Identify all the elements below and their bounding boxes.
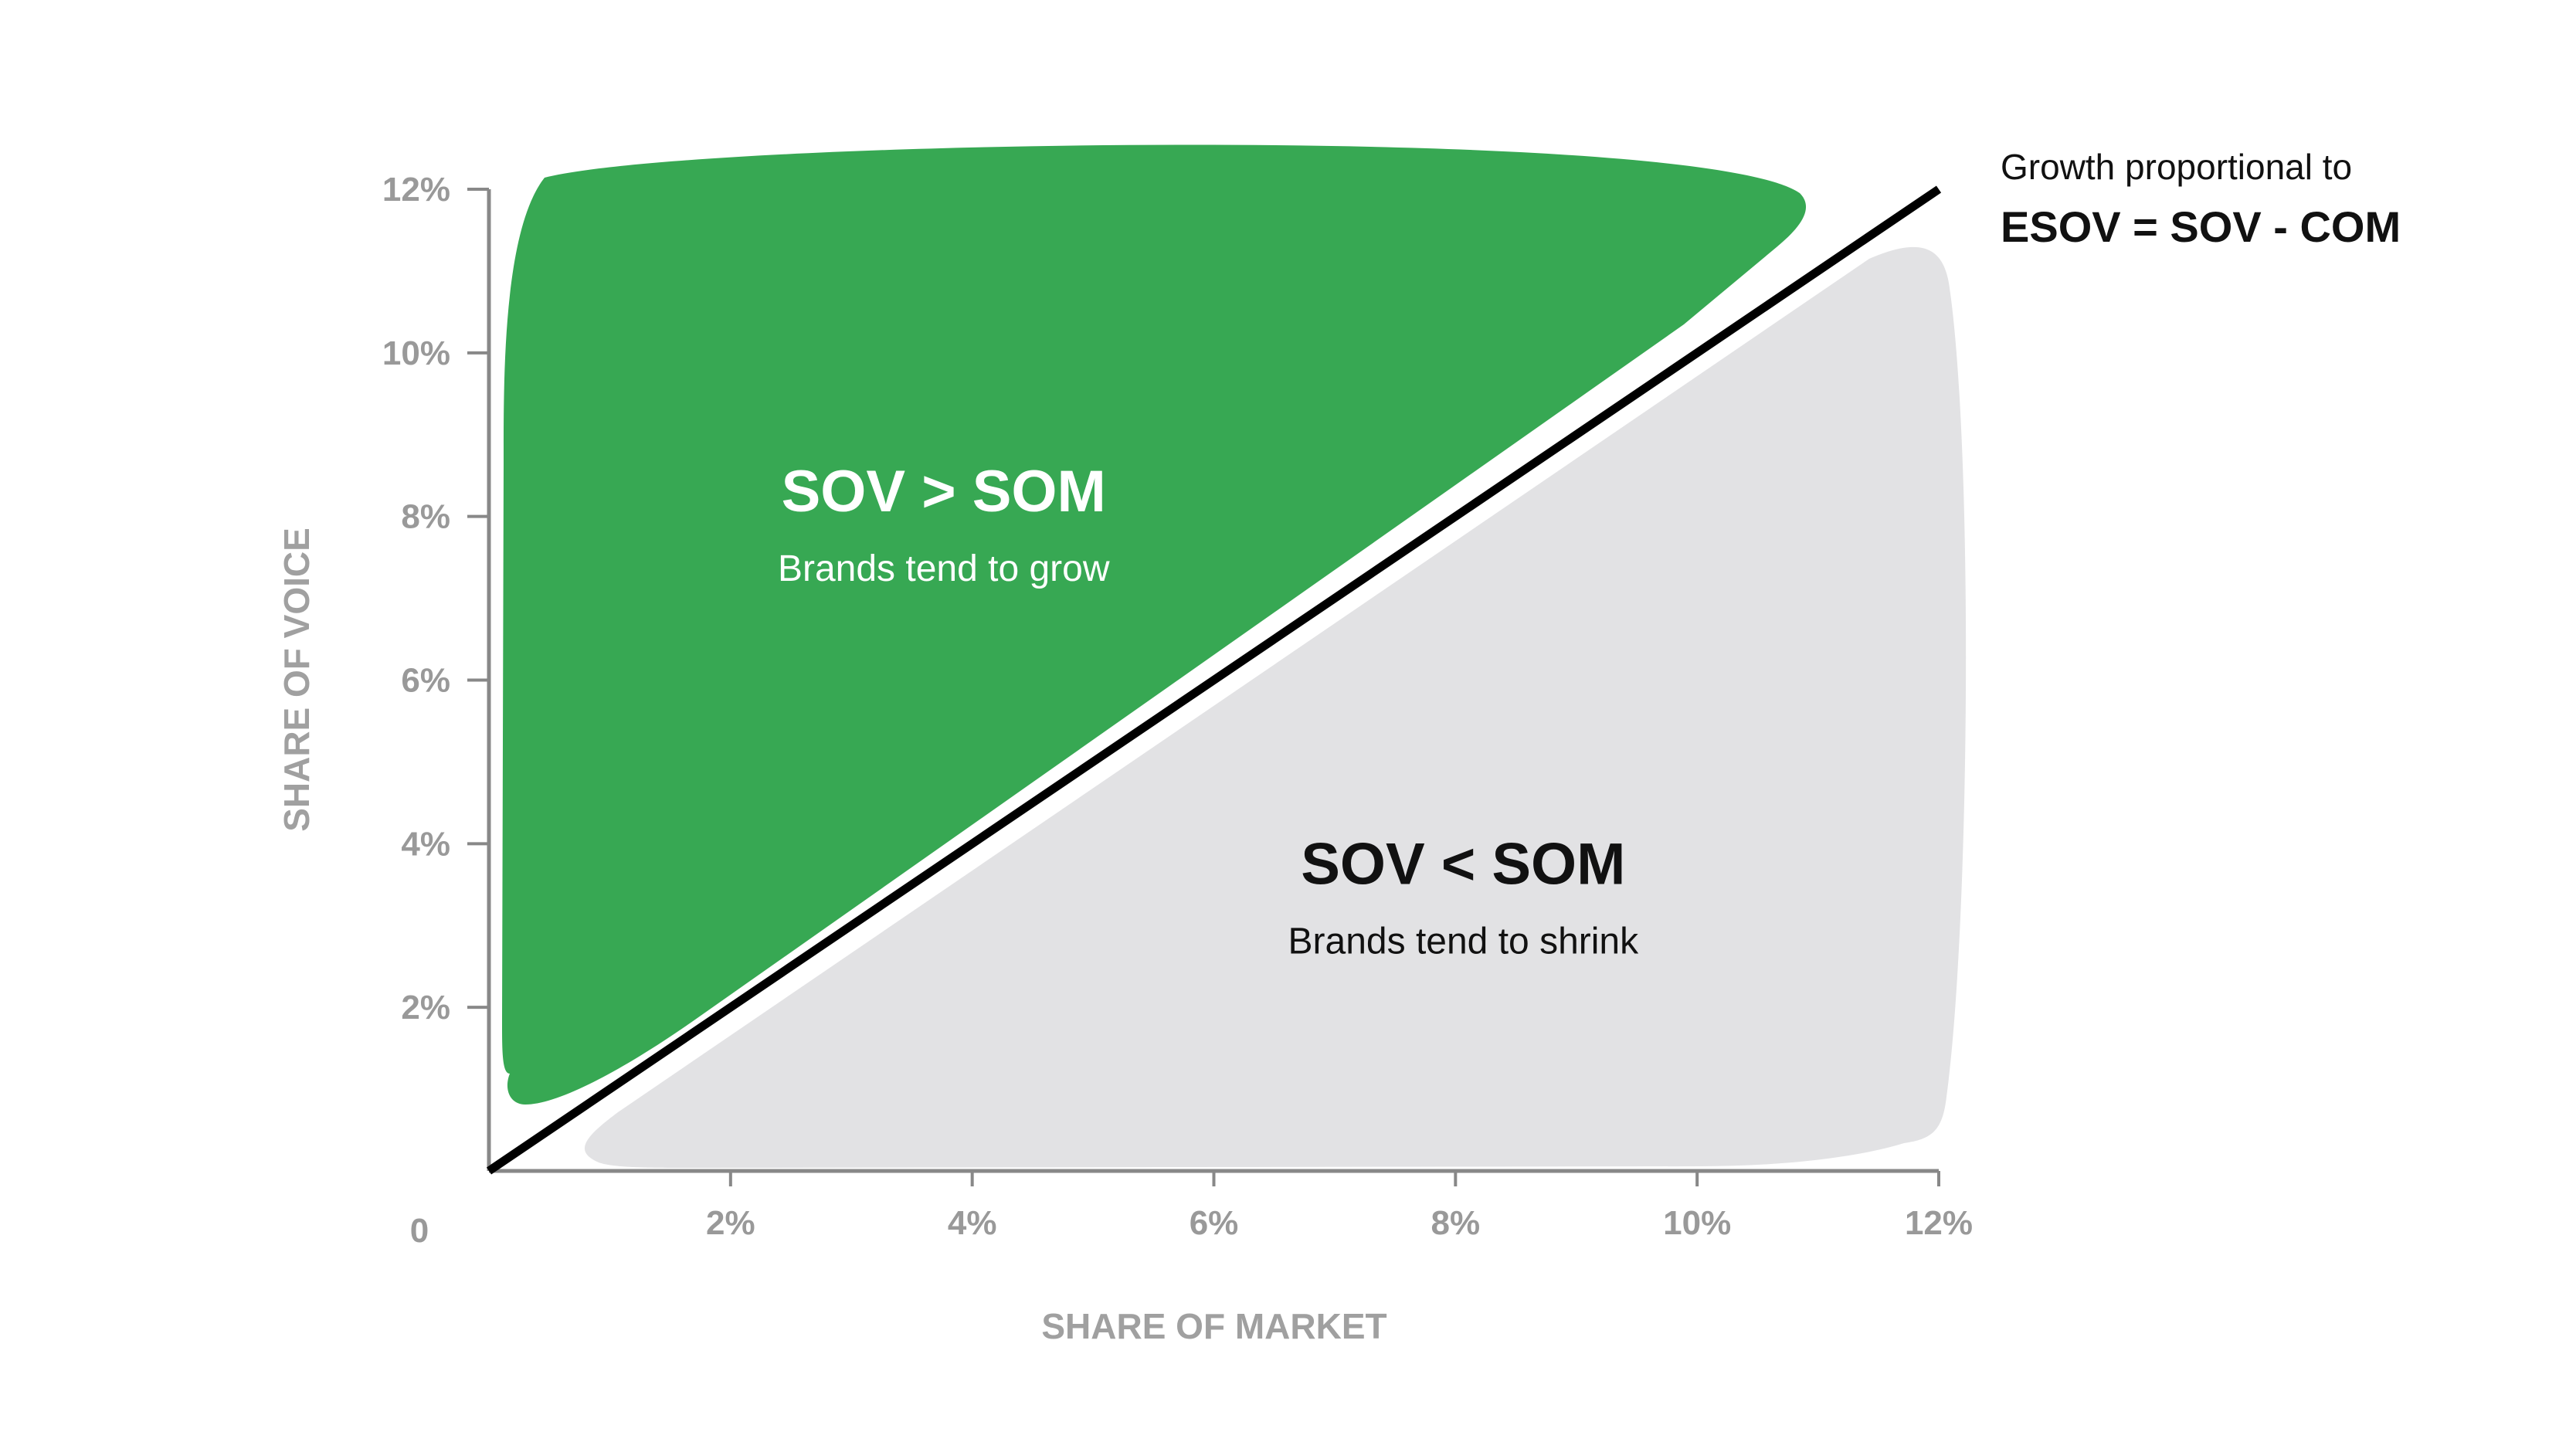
x-tick-label: 12%	[1905, 1204, 1973, 1242]
y-axis-ticks: 2% 4% 6% 8% 10% 12%	[382, 171, 489, 1027]
x-tick-label: 2%	[706, 1204, 755, 1242]
x-tick-label: 8%	[1431, 1204, 1481, 1242]
y-tick-label: 2%	[401, 989, 450, 1027]
y-tick-label: 4%	[401, 825, 450, 863]
x-tick-label: 4%	[948, 1204, 997, 1242]
x-axis-ticks: 2% 4% 6% 8% 10% 12%	[706, 1171, 1973, 1242]
region-above-title: SOV > SOM	[782, 459, 1106, 524]
y-axis-label: SHARE OF VOICE	[277, 528, 317, 832]
region-below-subtitle: Brands tend to shrink	[1288, 921, 1640, 962]
region-below-title: SOV < SOM	[1301, 832, 1625, 898]
region-sov-less-than-som	[584, 246, 1967, 1168]
annotation-esov-formula: ESOV = SOV - COM	[2001, 202, 2401, 251]
x-tick-label: 10%	[1663, 1204, 1731, 1242]
y-tick-label: 8%	[401, 498, 450, 536]
x-axis-label: SHARE OF MARKET	[1041, 1306, 1386, 1346]
origin-label: 0	[410, 1212, 429, 1250]
x-tick-label: 6%	[1190, 1204, 1239, 1242]
y-tick-label: 6%	[401, 662, 450, 700]
y-tick-label: 12%	[382, 171, 450, 209]
region-sov-greater-than-som	[502, 144, 1807, 1105]
annotation-growth-text: Growth proportional to	[2001, 147, 2352, 187]
y-tick-label: 10%	[382, 334, 450, 372]
parity-diagonal-line	[486, 185, 1942, 1175]
region-above-subtitle: Brands tend to grow	[778, 548, 1110, 589]
